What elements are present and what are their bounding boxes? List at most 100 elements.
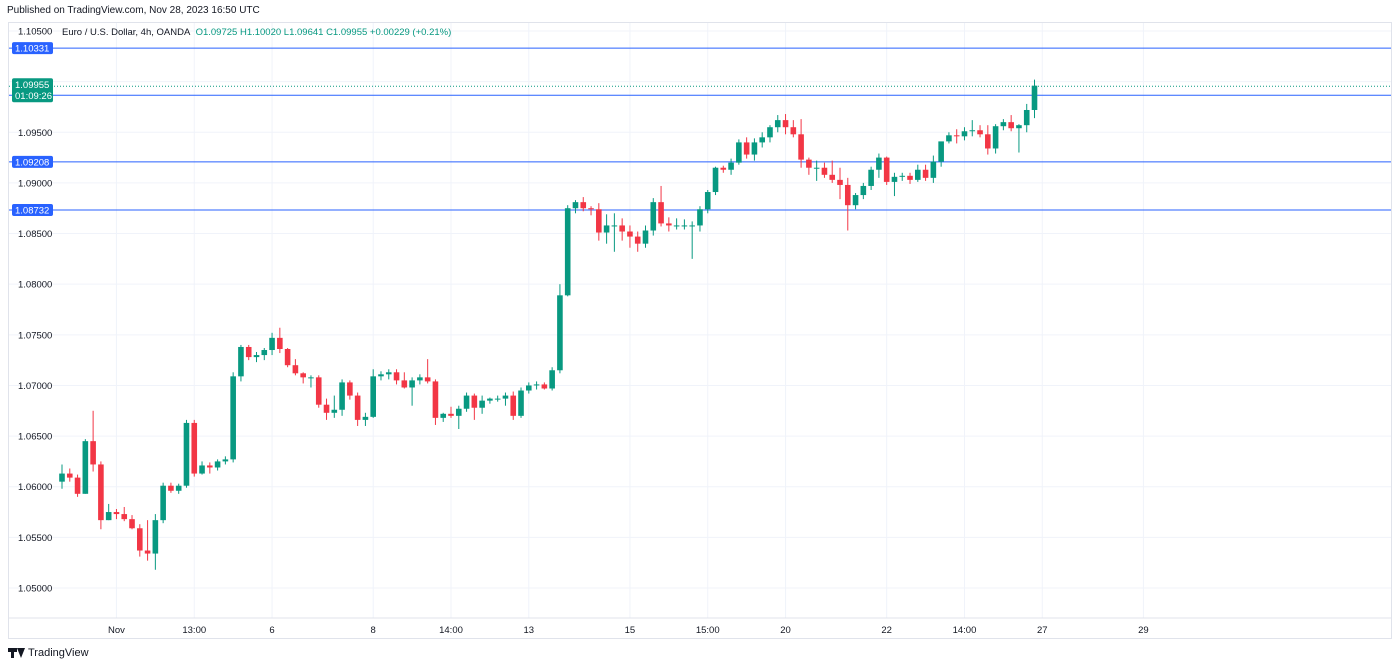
- candle: [541, 382, 548, 390]
- horizontal-levels[interactable]: [9, 47, 1391, 211]
- candle: [689, 221, 695, 259]
- candle-body: [588, 208, 594, 210]
- candle-body: [510, 395, 517, 416]
- candle: [393, 369, 400, 385]
- candle-body: [144, 550, 151, 554]
- price-tick-label: 1.08000: [18, 280, 52, 291]
- candle: [362, 412, 369, 426]
- candle: [245, 344, 252, 361]
- candle-body: [331, 409, 338, 413]
- candle-body: [658, 202, 664, 224]
- candle: [315, 375, 322, 408]
- candle-body: [782, 120, 789, 128]
- candle-body: [238, 346, 244, 377]
- price-tick-label: 1.08500: [18, 229, 52, 240]
- candle-body: [977, 130, 983, 135]
- candle: [642, 225, 649, 248]
- candle: [969, 120, 976, 137]
- candle: [728, 158, 734, 175]
- candle-body: [883, 157, 890, 182]
- price-axis[interactable]: 1.105001.100001.095001.090001.085001.080…: [12, 27, 53, 595]
- candle-body: [1000, 122, 1007, 127]
- candle-body: [487, 398, 493, 401]
- candle-body: [440, 413, 447, 418]
- candle: [673, 218, 680, 230]
- candle-body: [230, 376, 236, 460]
- tradingview-brand[interactable]: TradingView: [8, 647, 89, 659]
- candle-body: [409, 380, 415, 388]
- candle-body: [650, 202, 657, 231]
- level-price-tag[interactable]: 1.09208: [12, 155, 53, 169]
- candle: [704, 189, 711, 214]
- candle-body: [953, 135, 960, 137]
- candle-body: [619, 225, 625, 232]
- chart-frame: [8, 22, 1392, 639]
- price-tick-label: 1.10500: [18, 27, 52, 38]
- candle: [1023, 103, 1030, 133]
- candle: [183, 419, 190, 488]
- time-axis[interactable]: Nov 13:00 6 8 14:00 13 15 15:00 20 22 14:00 27 29: [8, 617, 1392, 636]
- price-tick-label: 1.05000: [18, 584, 52, 595]
- candle-body: [432, 381, 439, 418]
- candle-body: [712, 167, 719, 193]
- time-tick-label: 29: [1138, 625, 1149, 636]
- candle-body: [1031, 85, 1038, 110]
- candle: [580, 197, 587, 212]
- candle: [518, 387, 524, 418]
- candle-body: [66, 473, 73, 478]
- candle: [774, 115, 781, 133]
- candle: [409, 377, 415, 406]
- candle-body: [564, 208, 571, 296]
- candle-body: [261, 350, 268, 356]
- level-price-tag[interactable]: 1.08732: [12, 204, 53, 217]
- candle-body: [852, 195, 859, 206]
- candle: [634, 231, 641, 252]
- candle: [549, 367, 555, 391]
- candle: [977, 125, 983, 138]
- candle: [658, 185, 664, 227]
- candle: [385, 369, 392, 380]
- candle-body: [526, 385, 532, 391]
- candle: [347, 380, 353, 400]
- candle-body: [642, 230, 649, 244]
- candle-body: [269, 337, 275, 351]
- candle: [946, 132, 952, 144]
- candle: [222, 456, 229, 465]
- candle: [837, 167, 843, 200]
- candle: [113, 509, 120, 520]
- candle-body: [938, 141, 944, 162]
- candle-body: [751, 142, 758, 155]
- candle: [666, 217, 672, 232]
- level-price-tag[interactable]: 1.10331: [12, 42, 53, 55]
- candle-body: [74, 477, 81, 494]
- low-value: L1.09641: [283, 27, 324, 38]
- candle: [121, 506, 128, 522]
- candle: [494, 395, 501, 402]
- candle: [844, 177, 851, 231]
- time-tick-label: 13:00: [182, 625, 206, 636]
- candle-body: [821, 167, 828, 175]
- candle-body: [704, 192, 711, 210]
- candles: [59, 79, 1038, 570]
- candle: [129, 515, 135, 530]
- candle-body: [455, 408, 462, 416]
- candle: [90, 410, 96, 472]
- candle-body: [191, 422, 198, 474]
- price-tick-label: 1.05500: [18, 533, 52, 544]
- candle-body: [572, 202, 579, 209]
- candle: [1008, 115, 1014, 132]
- candle: [572, 200, 579, 214]
- candle: [806, 157, 812, 175]
- price-tick-label: 1.07000: [18, 381, 52, 392]
- candle: [1000, 119, 1007, 131]
- candle: [782, 114, 789, 135]
- published-caption: Published on TradingView.com, Nov 28, 20…: [7, 5, 260, 16]
- candle-body: [907, 175, 913, 180]
- candle-body: [603, 225, 610, 233]
- last-price-label: 1.09955: [15, 80, 49, 91]
- candle: [603, 214, 610, 244]
- countdown-label: 01:09:26: [15, 91, 52, 102]
- candle: [331, 395, 338, 418]
